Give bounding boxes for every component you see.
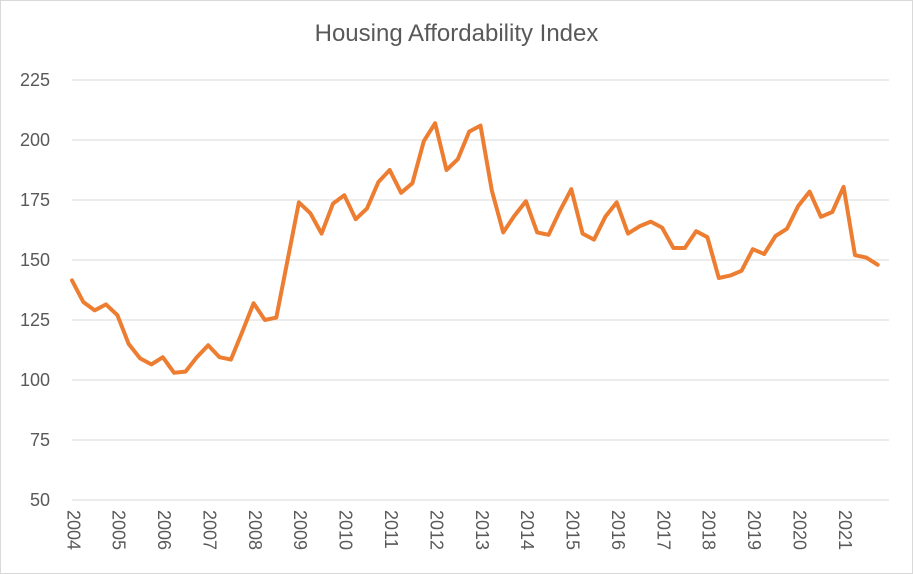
y-tick-label: 175 (20, 190, 50, 210)
x-tick-label: 2008 (245, 510, 265, 550)
y-tick-label: 100 (20, 370, 50, 390)
x-tick-label: 2013 (472, 510, 492, 550)
x-tick-label: 2015 (563, 510, 583, 550)
x-tick-label: 2011 (381, 510, 401, 549)
series-line (70, 121, 880, 375)
x-tick-label: 2019 (744, 510, 764, 550)
y-tick-label: 75 (30, 430, 50, 450)
x-tick-label: 2016 (608, 510, 628, 550)
chart-title: Housing Affordability Index (314, 20, 599, 47)
x-tick-label: 2020 (789, 510, 809, 550)
y-tick-label: 150 (20, 250, 50, 270)
x-tick-label: 2014 (517, 510, 537, 550)
x-tick-label: 2009 (290, 510, 310, 550)
x-tick-label: 2004 (63, 510, 83, 550)
x-tick-label: 2007 (199, 510, 219, 550)
x-tick-label: 2017 (653, 510, 673, 550)
x-tick-label: 2010 (336, 510, 356, 550)
x-tick-label: 2006 (154, 510, 174, 550)
series-layer (70, 121, 880, 375)
x-tick-label: 2012 (426, 510, 446, 550)
y-tick-label: 225 (20, 70, 50, 90)
x-tick-label: 2005 (109, 510, 129, 550)
x-axis-tick-labels: 2004 2005 2006 2007 2008 2009 2010 2011 2012 2013… (63, 510, 855, 550)
y-tick-label: 125 (20, 310, 50, 330)
y-tick-label: 50 (30, 490, 50, 510)
gridlines (72, 79, 889, 501)
x-tick-label: 2018 (699, 510, 719, 550)
y-axis-tick-labels: 50 75 100 125 150 175 200 225 (20, 70, 50, 510)
x-tick-label: 2021 (835, 510, 855, 550)
y-tick-label: 200 (20, 130, 50, 150)
